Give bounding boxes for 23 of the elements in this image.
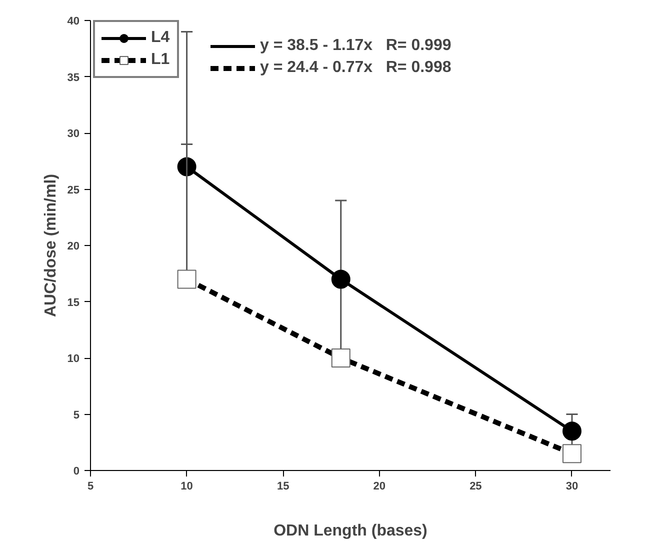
y-tick-label: 35 (67, 72, 80, 84)
x-tick-label: 20 (373, 480, 386, 492)
x-tick-label: 10 (180, 480, 193, 492)
y-tick-label: 30 (67, 128, 80, 140)
legend-label: L1 (151, 51, 171, 69)
y-tick-label: 5 (73, 409, 80, 422)
legend-label: L4 (151, 29, 171, 47)
x-tick-label: 30 (566, 480, 578, 492)
x-tick-label: 5 (87, 480, 94, 492)
y-tick-label: 10 (67, 353, 80, 365)
x-tick-label: 15 (276, 480, 290, 492)
annotation: y = 38.5 - 1.17x R= 0.999 (260, 37, 452, 55)
y-tick-label: 15 (67, 296, 80, 309)
y-tick-label: 25 (67, 184, 80, 196)
y-tick-label: 20 (67, 240, 80, 252)
annotation: y = 24.4 - 0.77x R= 0.998 (260, 59, 452, 77)
y-tick-label: 40 (67, 16, 80, 28)
y-axis-title: AUC/dose (min/ml) (42, 174, 60, 318)
point (562, 422, 582, 441)
x-axis-title: ODN Length (bases) (274, 522, 428, 540)
point (331, 270, 350, 289)
x-tick-label: 25 (470, 480, 482, 492)
y-tick-label: 0 (73, 466, 80, 478)
